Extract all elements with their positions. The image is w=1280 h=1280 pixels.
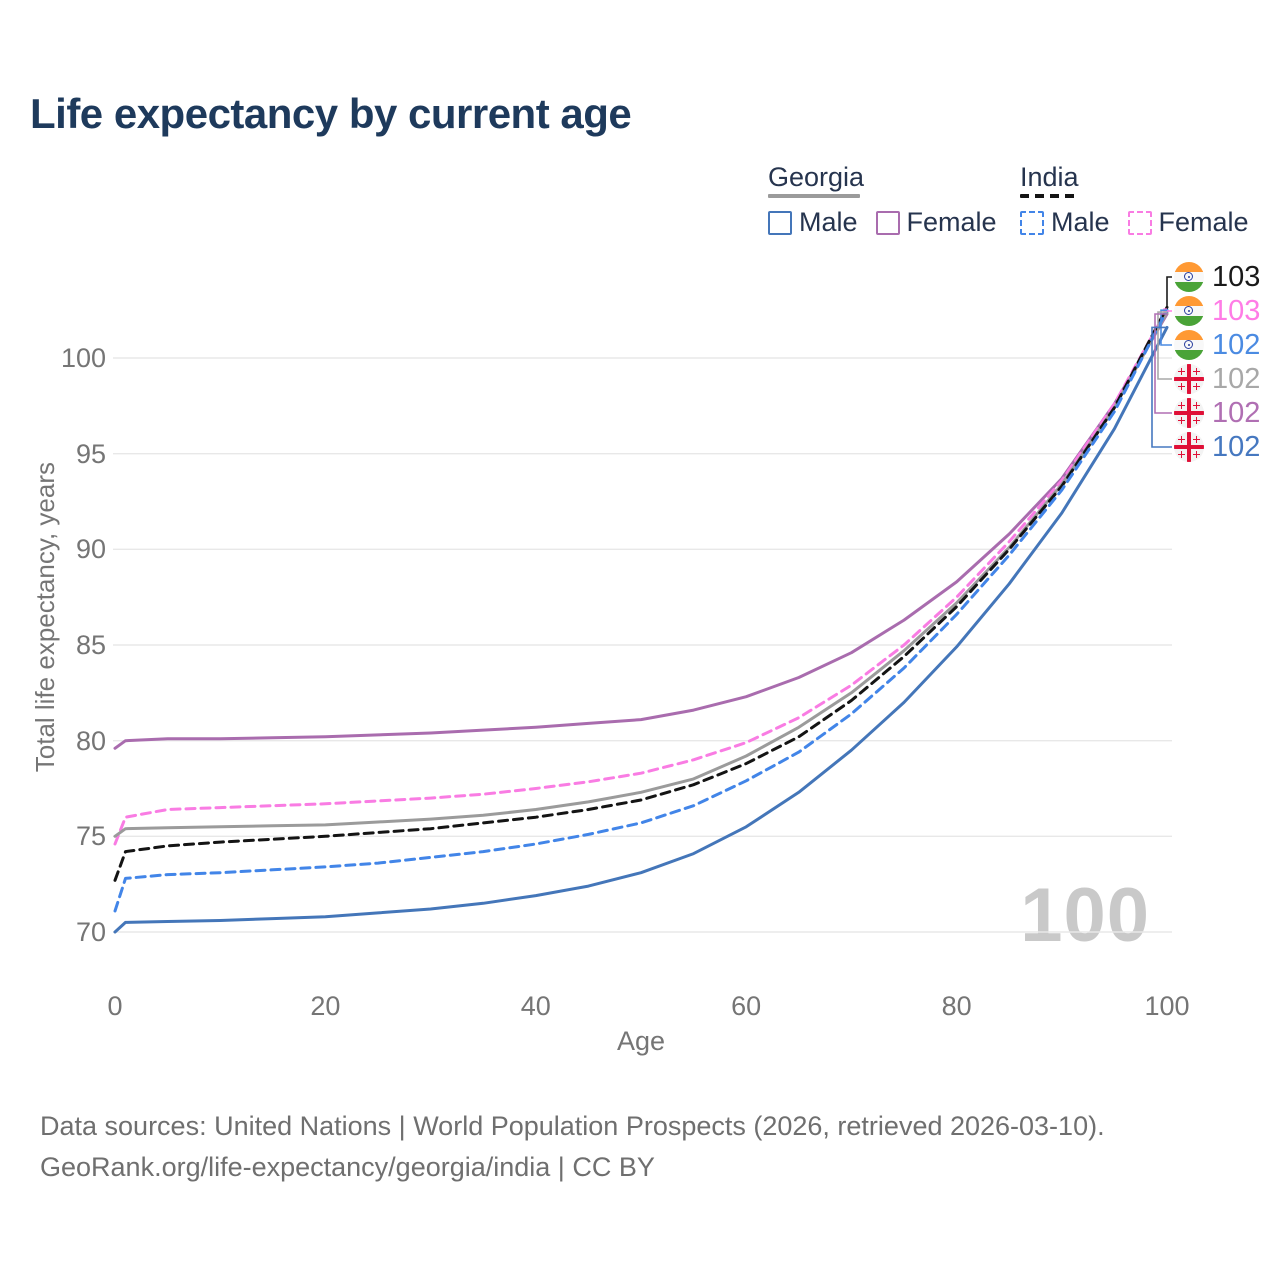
y-tick-label-70: 70 [75, 917, 106, 947]
legend-group-india: India Male Female [1020, 163, 1260, 238]
india-flag-icon [1174, 262, 1204, 292]
india-flag-icon [1174, 330, 1204, 360]
legend-item-label: Male [1051, 207, 1110, 237]
x-axis-title: Age [616, 1026, 666, 1056]
end-label-india-male: 102 [1174, 328, 1260, 362]
end-label-georgia-male: 102 [1174, 430, 1260, 464]
legend-georgia-label: Georgia [768, 162, 865, 192]
series-line-india-female [113, 307, 1169, 846]
series-line-georgia-female [113, 312, 1169, 750]
x-tick-label-80: 80 [941, 991, 972, 1021]
series-line-georgia [113, 310, 1169, 838]
legend-item-label: Male [799, 207, 858, 237]
end-label-value: 102 [1212, 430, 1261, 463]
y-tick-label-75: 75 [75, 821, 106, 852]
y-tick-label-100: 100 [60, 343, 106, 373]
ashoka-chakra-icon [1184, 306, 1194, 316]
y-tick-label-85: 85 [75, 630, 106, 660]
data-source-text: Data sources: United Nations | World Pop… [40, 1111, 1105, 1141]
ashoka-chakra-icon [1184, 272, 1194, 282]
ashoka-chakra-icon [1184, 340, 1194, 350]
x-tick-label-20: 20 [310, 991, 341, 1021]
leader-line-india [1166, 276, 1172, 308]
end-label-value: 102 [1212, 362, 1261, 395]
end-label-value: 103 [1212, 260, 1261, 293]
x-tick-label-100: 100 [1144, 991, 1190, 1021]
series-line-india-male [113, 308, 1169, 913]
x-tick-label-40: 40 [520, 991, 551, 1021]
legend-item-label: Female [906, 207, 997, 237]
attribution-text: GeoRank.org/life-expectancy/georgia/indi… [40, 1152, 655, 1182]
footer: Data sources: United Nations | World Pop… [40, 1106, 1105, 1188]
end-label-georgia: 102 [1174, 362, 1260, 396]
georgia-flag-icon [1174, 432, 1204, 462]
legend-group-georgia: Georgia Male Female [768, 163, 998, 238]
leader-line-georgia [1157, 311, 1172, 380]
age-watermark: 100 [1020, 873, 1150, 958]
georgia-female-swatch-icon [875, 210, 900, 235]
legend-item-georgia-female[interactable]: Female [875, 207, 997, 238]
legend-item-georgia-male[interactable]: Male [768, 207, 858, 238]
leader-line-georgia-female [1154, 313, 1172, 414]
georgia-male-swatch-icon [768, 210, 792, 235]
series-line-georgia-male [113, 325, 1169, 934]
legend-india-label: India [1020, 162, 1079, 192]
page-title: Life expectancy by current age [30, 90, 632, 137]
end-label-value: 102 [1212, 396, 1261, 429]
x-tick-label-60: 60 [731, 991, 762, 1021]
y-tick-label-95: 95 [75, 438, 106, 469]
y-tick-label-80: 80 [75, 725, 106, 756]
india-flag-icon [1174, 296, 1204, 326]
legend-item-india-male[interactable]: Male [1020, 207, 1110, 238]
end-label-india: 103 [1174, 260, 1260, 294]
x-tick-label-0: 0 [107, 991, 123, 1021]
georgia-flag-icon [1174, 398, 1204, 428]
end-label-georgia-female: 102 [1174, 396, 1260, 430]
legend-item-label: Female [1158, 207, 1249, 237]
end-label-value: 103 [1212, 294, 1261, 327]
y-tick-label-90: 90 [75, 534, 106, 565]
georgia-flag-icon [1174, 364, 1204, 394]
india-female-swatch-icon [1127, 210, 1152, 235]
leader-line-georgia-male [1151, 326, 1172, 448]
india-line-sample [1020, 194, 1080, 198]
series-line-india [113, 305, 1169, 882]
legend-item-india-female[interactable]: Female [1127, 207, 1249, 238]
end-label-india-female: 103 [1174, 294, 1260, 328]
georgia-line-sample [768, 194, 860, 198]
end-label-value: 102 [1212, 328, 1261, 361]
india-male-swatch-icon [1020, 210, 1044, 235]
